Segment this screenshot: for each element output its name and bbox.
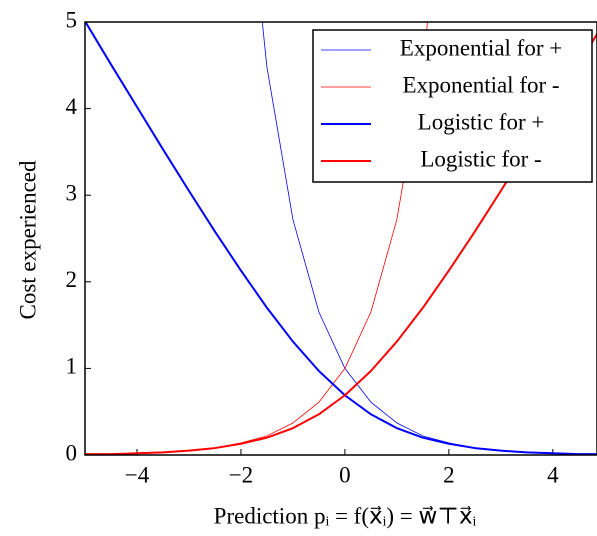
legend-label: Logistic for -	[420, 146, 541, 171]
x-tick-label: −2	[229, 462, 253, 487]
x-tick-label: 0	[339, 462, 351, 487]
legend-label: Exponential for +	[400, 35, 562, 60]
x-tick-label: 4	[547, 462, 559, 487]
legend-label: Exponential for -	[402, 72, 559, 97]
y-tick-label: 0	[66, 440, 78, 465]
y-tick-label: 2	[66, 267, 78, 292]
y-tick-label: 1	[66, 354, 78, 379]
x-axis-label: Prediction pᵢ = f(x⃗ᵢ) = w⃗⊤x⃗ᵢ	[214, 503, 477, 528]
x-tick-label: −4	[125, 462, 150, 487]
legend-label: Logistic for +	[418, 109, 545, 134]
y-tick-label: 4	[66, 94, 78, 119]
x-tick-label: 2	[443, 462, 455, 487]
y-tick-label: 5	[66, 7, 78, 32]
y-axis-label: Cost experienced	[15, 160, 40, 320]
y-tick-label: 3	[66, 180, 78, 205]
plot-frame	[84, 21, 597, 456]
legend-box	[312, 29, 593, 183]
